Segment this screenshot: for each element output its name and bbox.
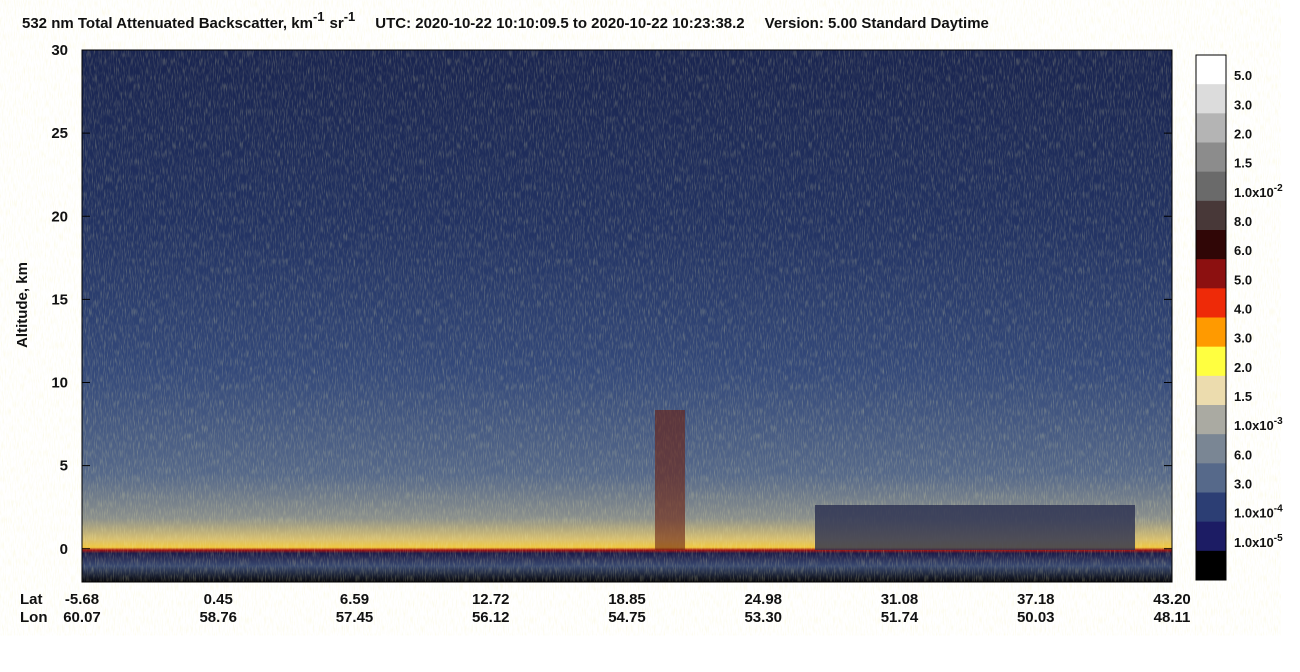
colorbar-frame [1195, 54, 1227, 581]
colorbar-label-text: 4.0 [1234, 302, 1252, 317]
colorbar-label: 6.0 [1234, 447, 1252, 462]
x-tick-label: 43.20 [1153, 591, 1191, 608]
x-tick-label: 12.72 [472, 591, 510, 608]
colorbar-label: 1.0x10-2 [1234, 183, 1283, 200]
x-tick-label: 24.98 [744, 591, 782, 608]
x-tick-label: 53.30 [744, 609, 782, 626]
colorbar-label: 1.5 [1234, 156, 1252, 171]
colorbar-swatch [1196, 171, 1226, 202]
colorbar-label-text: 6.0 [1234, 243, 1252, 258]
colorbar-swatch [1196, 375, 1226, 406]
chart-title: 532 nm Total Attenuated Backscatter, km-… [22, 9, 989, 32]
y-tick-label: 30 [51, 42, 68, 59]
colorbar-label-text: 3.0 [1234, 477, 1252, 492]
y-axis-label: Altitude, km [14, 262, 31, 348]
colorbar-swatch [1196, 259, 1226, 289]
colorbar-label-text: 5.0 [1234, 272, 1252, 287]
colorbar-label: 1.5 [1234, 389, 1252, 404]
colorbar-label: 3.0 [1234, 97, 1252, 112]
colorbar-label: 5.0 [1234, 68, 1252, 83]
x-row-name: Lon [20, 609, 48, 626]
colorbar-swatch [1196, 113, 1226, 143]
colorbar-label-text: 6.0 [1234, 447, 1252, 462]
colorbar-label: 5.0 [1234, 272, 1252, 287]
colorbar-swatch [1196, 550, 1226, 581]
x-tick-label: 0.45 [204, 591, 233, 608]
colorbar-label-exp: -5 [1274, 533, 1283, 544]
colorbar-label-text: 8.0 [1234, 214, 1252, 229]
colorbar-label: 2.0 [1234, 360, 1252, 375]
colorbar-swatch [1196, 230, 1226, 260]
colorbar-swatch [1196, 288, 1226, 318]
title-exp: -1 [313, 9, 325, 24]
x-tick-label: 18.85 [608, 591, 646, 608]
colorbar-label-text: 3.0 [1234, 331, 1252, 346]
colorbar-swatch [1196, 317, 1226, 348]
colorbar-label-exp: -3 [1274, 416, 1283, 427]
x-tick-label: -5.68 [65, 591, 99, 608]
colorbar-swatch [1196, 463, 1226, 493]
x-tick-label: 57.45 [336, 609, 374, 626]
x-tick-label: 51.74 [881, 609, 919, 626]
y-tick-label: 25 [51, 125, 68, 142]
colorbar-label: 6.0 [1234, 243, 1252, 258]
x-tick-label: 31.08 [881, 591, 919, 608]
colorbar-label-text: 1.0x10 [1234, 535, 1274, 550]
y-tick-label: 5 [60, 458, 68, 475]
colorbar-swatch [1196, 55, 1226, 85]
colorbar-label: 8.0 [1234, 214, 1252, 229]
colorbar-swatch [1196, 521, 1226, 552]
colorbar-swatch [1196, 142, 1226, 173]
colorbar-label-exp: -4 [1274, 504, 1283, 515]
x-tick-label: 56.12 [472, 609, 510, 626]
title-exp: -1 [344, 9, 356, 24]
title-quantity: 532 nm Total Attenuated Backscatter, km [22, 15, 313, 32]
x-row-name: Lat [20, 591, 43, 608]
x-tick-label: 50.03 [1017, 609, 1055, 626]
colorbar-swatch [1196, 434, 1226, 464]
colorbar-label: 1.0x10-3 [1234, 416, 1283, 433]
colorbar-swatch [1196, 492, 1226, 523]
x-tick-label: 37.18 [1017, 591, 1055, 608]
colorbar-swatch [1196, 346, 1226, 377]
title-time: UTC: 2020-10-22 10:10:09.5 to 2020-10-22… [375, 15, 744, 32]
colorbar-label: 3.0 [1234, 477, 1252, 492]
title-version: Version: 5.00 Standard Daytime [765, 15, 989, 32]
y-tick-label: 20 [51, 208, 68, 225]
colorbar-label: 2.0 [1234, 127, 1252, 142]
colorbar-label-text: 1.5 [1234, 156, 1252, 171]
colorbar-label-text: 2.0 [1234, 127, 1252, 142]
colorbar-label-text: 1.0x10 [1234, 506, 1274, 521]
colorbar-swatch [1196, 405, 1226, 435]
colorbar-label-text: 1.0x10 [1234, 185, 1274, 200]
x-tick-label: 58.76 [199, 609, 237, 626]
colorbar-label: 3.0 [1234, 331, 1252, 346]
colorbar-swatch [1196, 84, 1226, 114]
title-unit: sr [330, 15, 344, 32]
y-tick-label: 10 [51, 375, 68, 392]
colorbar-label-text: 2.0 [1234, 360, 1252, 375]
x-tick-label: 48.11 [1154, 609, 1191, 626]
colorbar-label-text: 5.0 [1234, 68, 1252, 83]
y-tick-label: 0 [60, 541, 68, 558]
colorbar-label: 4.0 [1234, 302, 1252, 317]
colorbar-label: 1.0x10-5 [1234, 533, 1283, 550]
colorbar-label-text: 3.0 [1234, 97, 1252, 112]
x-tick-label: 54.75 [608, 609, 646, 626]
y-tick-label: 15 [51, 291, 68, 308]
x-tick-label: 6.59 [340, 591, 369, 608]
colorbar-label-text: 1.0x10 [1234, 418, 1274, 433]
colorbar-label: 1.0x10-4 [1234, 504, 1283, 521]
colorbar-swatch [1196, 200, 1226, 231]
x-tick-label: 60.07 [63, 609, 101, 626]
plot-image [81, 49, 1173, 583]
colorbar-label-text: 1.5 [1234, 389, 1252, 404]
colorbar-label-exp: -2 [1274, 183, 1283, 194]
